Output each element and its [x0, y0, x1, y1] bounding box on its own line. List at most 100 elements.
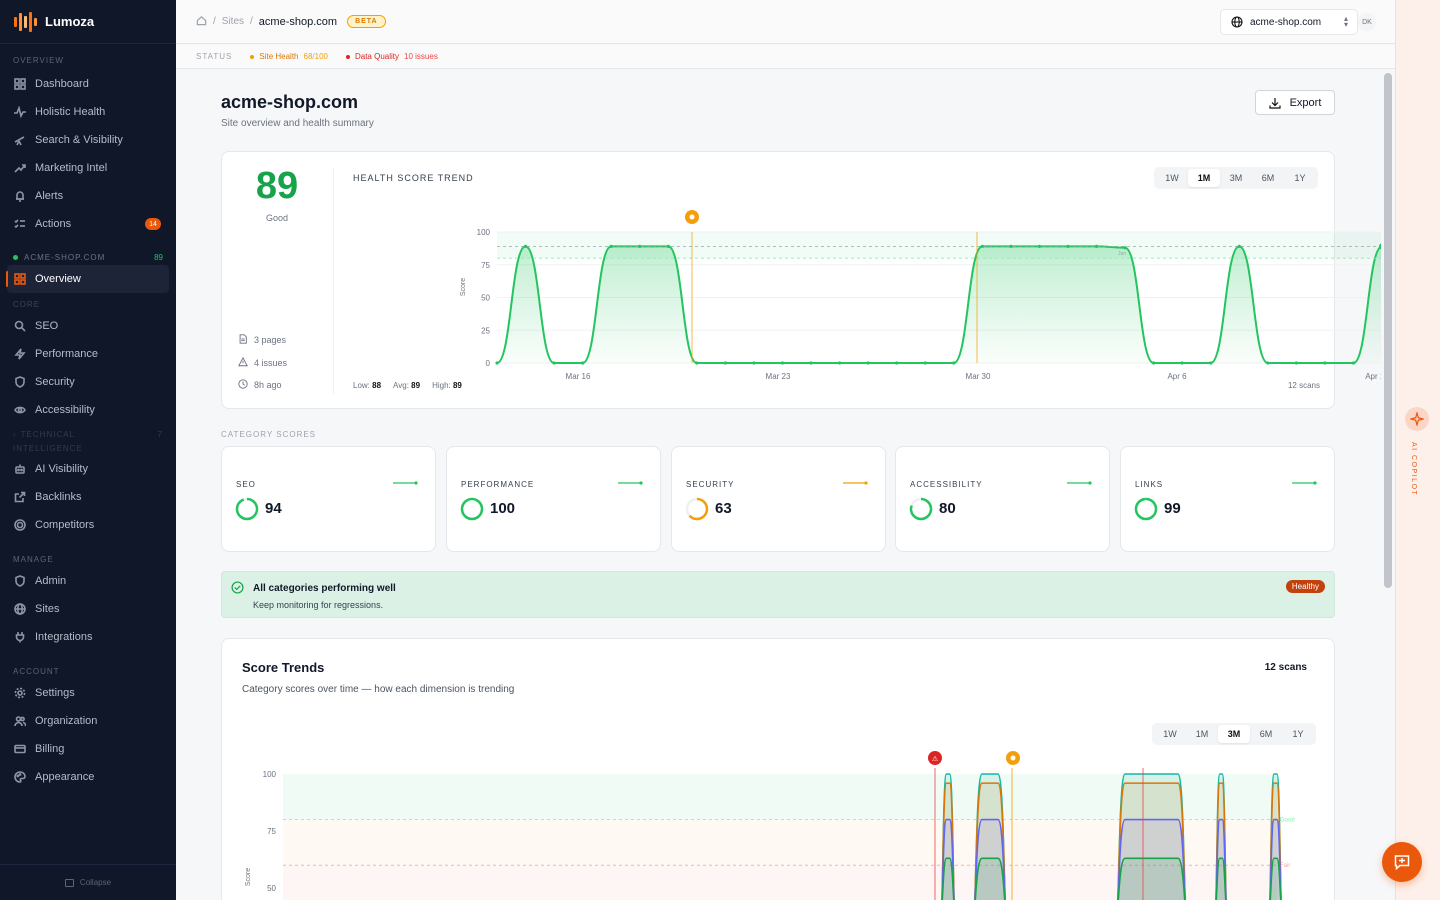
sidebar-item-label: Dashboard [35, 78, 89, 90]
sidebar-item-ai-visibility[interactable]: AI Visibility [0, 455, 176, 483]
sidebar-item-competitors[interactable]: Competitors [0, 511, 176, 539]
sidebar: Lumoza OVERVIEW Dashboard Holistic Healt… [0, 0, 176, 900]
sidebar-item-label: Organization [35, 715, 98, 727]
section-label-technical[interactable]: › TECHNICAL 7 [0, 427, 176, 441]
users-icon [14, 715, 26, 727]
y-tick-label: 50 [481, 294, 490, 303]
range-1m[interactable]: 1M [1188, 169, 1220, 187]
data-point [980, 244, 984, 249]
sidebar-item-settings[interactable]: Settings [0, 679, 176, 707]
range-3m[interactable]: 3M [1218, 725, 1250, 743]
sidebar-item-label: SEO [35, 320, 59, 332]
category-card-links[interactable]: LINKS 99 [1120, 446, 1335, 552]
sidebar-item-billing[interactable]: Billing [0, 735, 176, 763]
data-point [1323, 361, 1327, 365]
chat-fab-button[interactable] [1382, 842, 1422, 882]
data-quality-value: 10 issues [404, 52, 438, 61]
category-score: 80 [939, 500, 956, 517]
category-card-security[interactable]: SECURITY 63 [671, 446, 886, 552]
top-bar: / Sites / acme-shop.com BETA acme-shop.c… [176, 0, 1395, 44]
data-quality-status[interactable]: Data Quality 10 issues [345, 52, 438, 61]
breadcrumb-sites[interactable]: Sites [221, 16, 245, 27]
range-6m[interactable]: 6M [1259, 729, 1273, 739]
range-1y[interactable]: 1Y [1292, 729, 1304, 739]
document-icon [238, 334, 248, 346]
category-card-seo[interactable]: SEO 94 [221, 446, 436, 552]
site-selector[interactable]: acme-shop.com ▴ ▾ [1220, 9, 1358, 35]
stat-low-value: 88 [372, 381, 382, 390]
x-tick-label: Mar 23 [766, 372, 791, 381]
scrollbar-thumb[interactable] [1384, 73, 1392, 588]
site-health-status[interactable]: Site Health 68/100 [250, 52, 328, 61]
pages-text: 3 pages [254, 335, 287, 345]
sidebar-item-label: Alerts [35, 190, 64, 202]
export-button[interactable]: Export [1255, 90, 1335, 115]
range-3m[interactable]: 3M [1229, 173, 1243, 183]
sidebar-item-accessibility[interactable]: Accessibility [0, 396, 176, 424]
y-tick-label: 75 [267, 827, 276, 836]
range-6m[interactable]: 6M [1261, 173, 1275, 183]
category-sparkline [393, 481, 418, 485]
sidebar-item-security[interactable]: Security [0, 368, 176, 396]
banner-subtitle: Keep monitoring for regressions. [253, 600, 384, 610]
sidebar-item-performance[interactable]: Performance [0, 340, 176, 368]
updated-text: 8h ago [254, 380, 282, 390]
category-card-accessibility[interactable]: ACCESSIBILITY 80 [895, 446, 1110, 552]
range-1m[interactable]: 1M [1195, 729, 1209, 739]
category-sparkline [1292, 481, 1317, 485]
sidebar-item-label: Integrations [35, 631, 93, 643]
sidebar-item-marketing-intel[interactable]: Marketing Intel [0, 154, 176, 182]
stat-high-label: High: [432, 381, 451, 390]
sidebar-item-backlinks[interactable]: Backlinks [0, 483, 176, 511]
y-tick-label: 75 [481, 261, 490, 270]
avatar[interactable]: DK [1358, 13, 1376, 31]
sidebar-item-search-visibility[interactable]: Search & Visibility [0, 126, 176, 154]
y-tick-label: 25 [481, 326, 490, 335]
sidebar-item-admin[interactable]: Admin [0, 567, 176, 595]
sidebar-item-appearance[interactable]: Appearance [0, 763, 176, 791]
sidebar-item-alerts[interactable]: Alerts [0, 182, 176, 210]
data-point [495, 361, 499, 365]
range-1y[interactable]: 1Y [1294, 173, 1306, 183]
brand[interactable]: Lumoza [0, 0, 176, 44]
data-point [895, 361, 899, 365]
sidebar-item-organization[interactable]: Organization [0, 707, 176, 735]
annotation-label: Jon [1118, 251, 1126, 257]
sidebar-item-actions[interactable]: Actions 14 [0, 210, 176, 238]
category-score-ring [909, 497, 933, 521]
external-link-icon [14, 491, 26, 503]
healthy-badge: Healthy [1285, 580, 1325, 593]
collapse-sidebar-button[interactable]: Collapse [0, 864, 176, 900]
data-point [952, 361, 956, 365]
score-trends-subtitle: Category scores over time — how each dim… [242, 684, 515, 695]
credit-card-icon [14, 743, 26, 755]
globe-icon [14, 603, 26, 615]
site-switcher-row[interactable]: ACME-SHOP.COM 89 [0, 249, 176, 265]
fair-band [283, 819, 1277, 866]
sidebar-item-overview[interactable]: Overview [6, 265, 169, 293]
data-point [752, 361, 756, 365]
range-1w[interactable]: 1W [1165, 173, 1179, 183]
site-status-dot [13, 254, 18, 260]
range-1w[interactable]: 1W [1163, 729, 1177, 739]
banner-title: All categories performing well [253, 583, 396, 594]
main-content: acme-shop.com Site overview and health s… [176, 70, 1381, 900]
home-icon[interactable] [196, 15, 207, 29]
main-scrollbar[interactable] [1381, 70, 1395, 900]
sidebar-item-holistic-health[interactable]: Holistic Health [0, 98, 176, 126]
data-point [1209, 361, 1213, 365]
ai-copilot-panel[interactable]: AI COPILOT [1395, 0, 1440, 900]
issues-count[interactable]: 4 issues [238, 356, 287, 369]
clock-icon [238, 379, 248, 391]
sidebar-item-sites[interactable]: Sites [0, 595, 176, 623]
sidebar-item-integrations[interactable]: Integrations [0, 623, 176, 651]
data-point [866, 361, 870, 365]
sparkle-icon[interactable] [1405, 407, 1429, 431]
ring-fill [909, 497, 933, 521]
sidebar-item-dashboard[interactable]: Dashboard [0, 70, 176, 98]
data-point [552, 361, 556, 365]
data-point [638, 244, 642, 249]
sidebar-item-label: Sites [35, 603, 60, 615]
sidebar-item-seo[interactable]: SEO [0, 312, 176, 340]
category-card-performance[interactable]: PERFORMANCE 100 [446, 446, 661, 552]
